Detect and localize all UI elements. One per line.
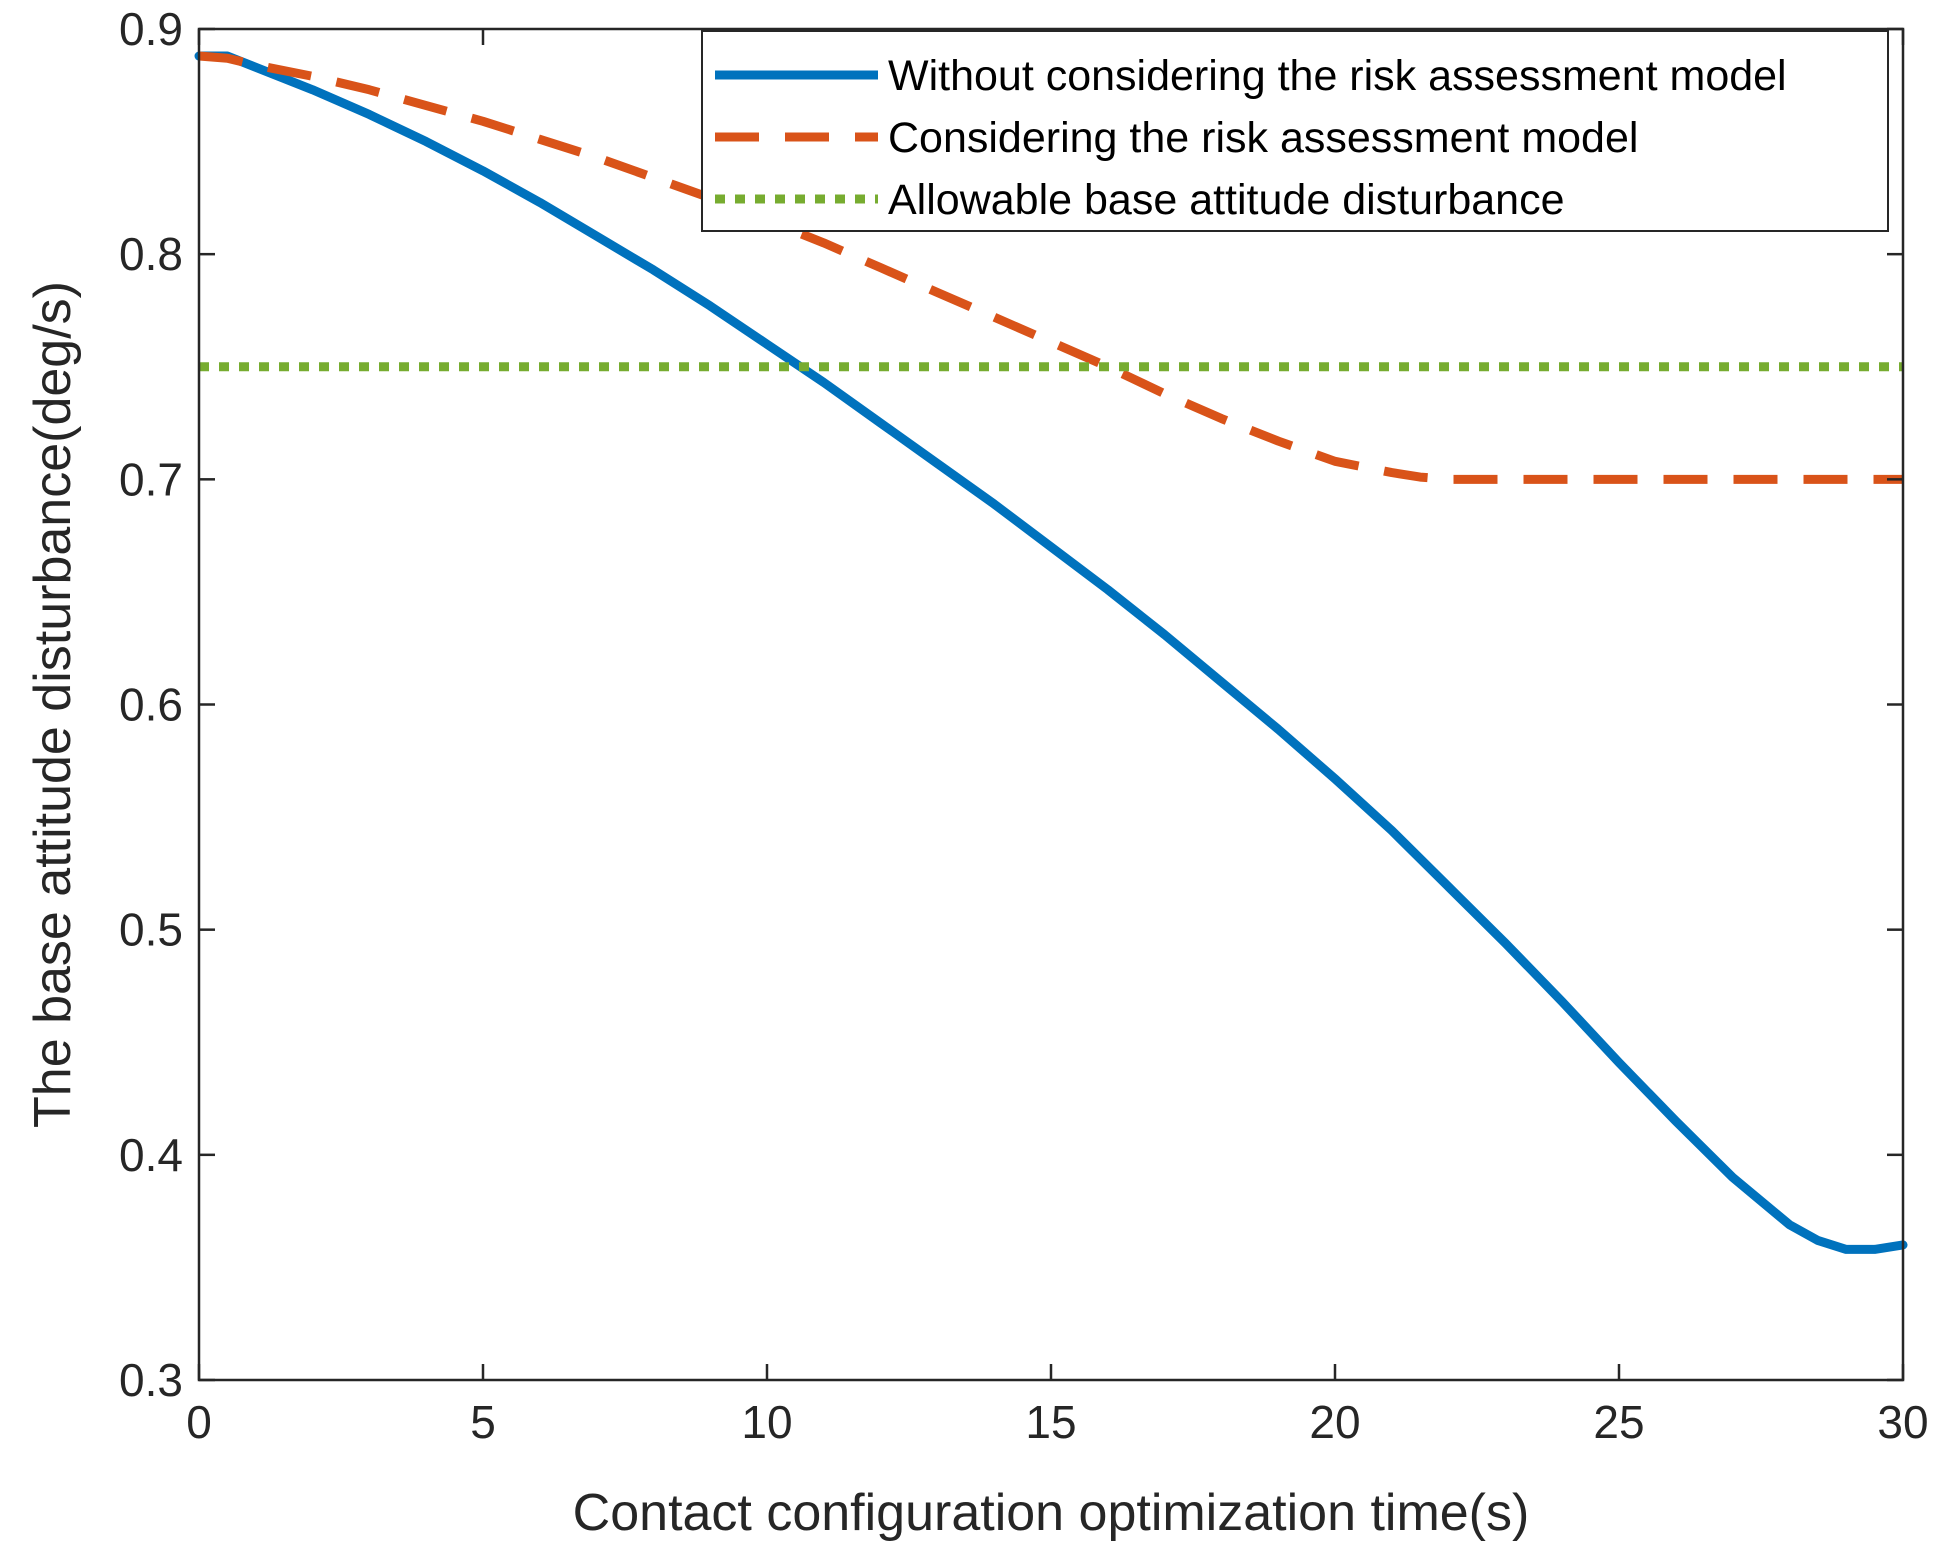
x-tick-label: 0 [186, 1396, 212, 1448]
x-tick-label: 20 [1309, 1396, 1360, 1448]
legend-label-1: Without considering the risk assessment … [888, 52, 1787, 100]
series-line-1 [194, 51, 1908, 1254]
x-tick-label: 25 [1593, 1396, 1644, 1448]
y-tick-label: 0.6 [119, 679, 183, 731]
axes-layer: 0 5 10 15 20 25 30 0.3 0.4 0.5 0.6 0.7 0.8 0.9 [119, 3, 1929, 1448]
legend-label-2: Considering the risk assessment model [888, 114, 1638, 162]
x-tick-label: 15 [1025, 1396, 1076, 1448]
series-layer [194, 51, 1908, 1254]
series-line-2 [198, 51, 1903, 484]
y-tick-label: 0.8 [119, 228, 183, 280]
x-tick-label: 30 [1877, 1396, 1928, 1448]
y-axis-label: The base attitude disturbance(deg/s) [24, 281, 82, 1128]
y-tick-label: 0.4 [119, 1129, 183, 1181]
y-tick-label: 0.7 [119, 453, 183, 505]
x-axis-label: Contact configuration optimization time(… [573, 1484, 1530, 1542]
legend: Without considering the risk assessment … [701, 30, 1889, 232]
plot-background [199, 29, 1903, 1380]
y-tick-label: 0.5 [119, 904, 183, 956]
y-tick-label: 0.9 [119, 3, 183, 55]
y-tick-label: 0.3 [119, 1354, 183, 1406]
legend-box [701, 30, 1889, 232]
legend-label-3: Allowable base attitude disturbance [888, 176, 1565, 224]
x-tick-label: 10 [741, 1396, 792, 1448]
x-tick-label: 5 [470, 1396, 496, 1448]
plot-area [199, 29, 1903, 1380]
